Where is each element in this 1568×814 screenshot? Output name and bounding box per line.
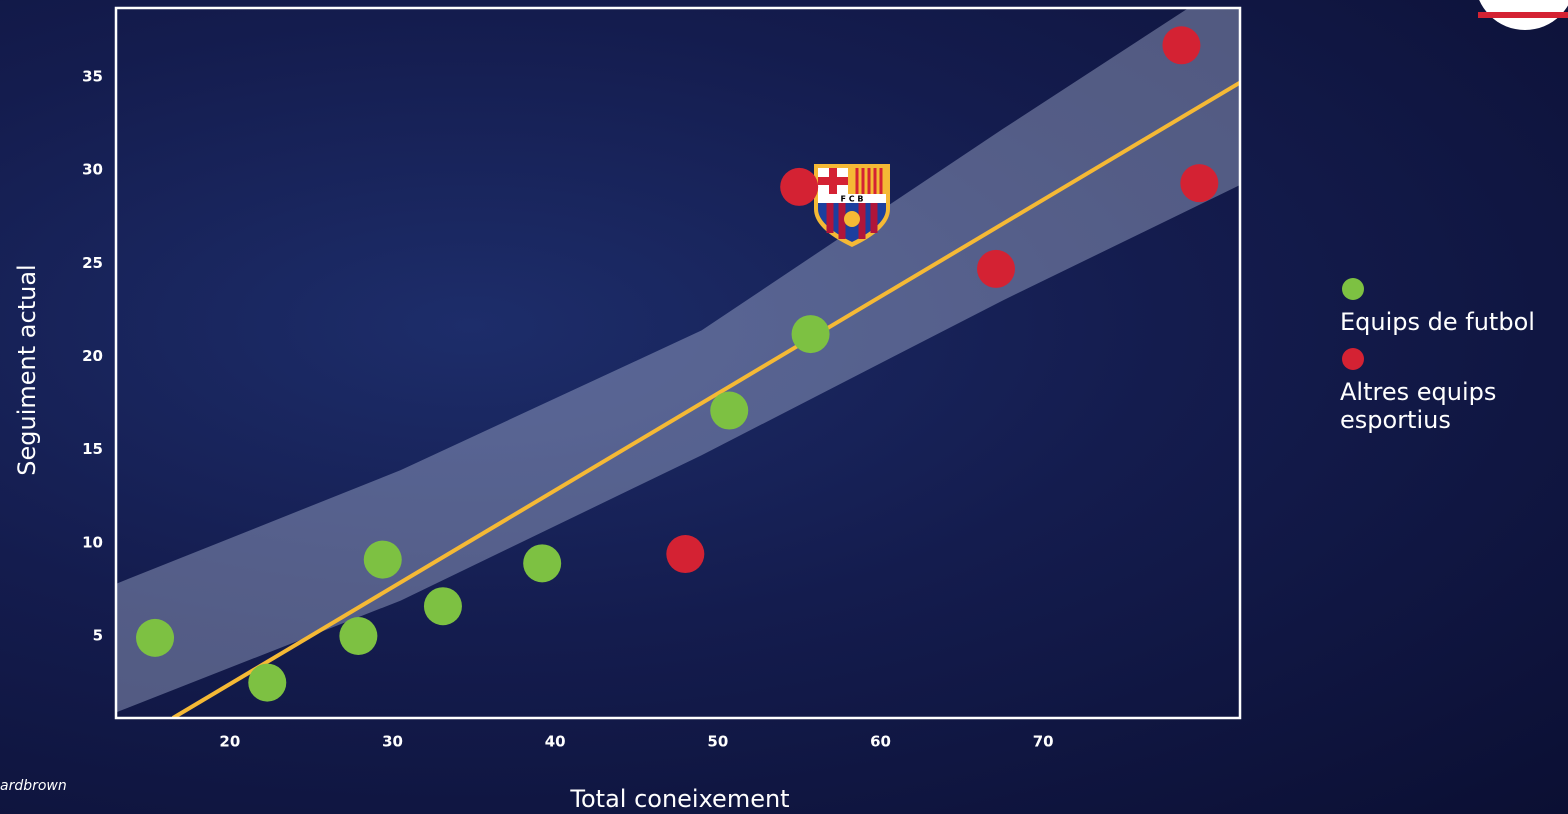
- credit: ardbrown: [0, 778, 67, 794]
- svg-text:F C B: F C B: [840, 195, 863, 204]
- y-axis-label: Seguiment actual: [13, 264, 41, 475]
- x-tick-label: 40: [545, 733, 566, 751]
- data-point: [523, 544, 562, 583]
- data-point: [780, 167, 819, 206]
- y-tick-label: 10: [82, 533, 103, 551]
- data-point: [248, 663, 287, 702]
- data-point: [666, 535, 705, 574]
- legend-marker: [1342, 348, 1364, 370]
- data-point: [710, 391, 749, 430]
- x-tick-label: 60: [870, 733, 891, 751]
- y-tick-label: 20: [82, 347, 103, 365]
- data-point: [1180, 164, 1219, 203]
- legend-marker: [1342, 278, 1364, 300]
- y-tick-label: 30: [82, 161, 103, 179]
- club-crest: F C B: [814, 164, 890, 247]
- x-tick-label: 70: [1033, 733, 1054, 751]
- x-axis-label: Total coneixement: [569, 785, 789, 813]
- legend-label: Altres equips esportius: [1340, 378, 1497, 434]
- y-tick-label: 5: [93, 627, 103, 645]
- x-tick-label: 20: [219, 733, 240, 751]
- legend: Equips de futbol Altres equips esportius: [1340, 278, 1568, 446]
- data-point: [339, 617, 378, 656]
- x-tick-label: 50: [707, 733, 728, 751]
- decoration: [1475, 0, 1568, 18]
- legend-label: Equips de futbol: [1340, 308, 1535, 336]
- data-point: [363, 540, 402, 579]
- y-tick-label: 25: [82, 254, 103, 272]
- plot-frame: [114, 6, 1242, 720]
- plot-area: [116, 8, 1240, 718]
- data-point: [136, 618, 175, 657]
- y-tick-label: 35: [82, 67, 103, 85]
- y-tick-label: 15: [82, 440, 103, 458]
- data-point: [423, 587, 462, 626]
- confidence-band: [116, 8, 1240, 713]
- data-point: [791, 315, 830, 354]
- x-tick-label: 30: [382, 733, 403, 751]
- data-point: [1162, 26, 1201, 65]
- data-point: [977, 249, 1016, 288]
- trend-line: [171, 80, 1240, 718]
